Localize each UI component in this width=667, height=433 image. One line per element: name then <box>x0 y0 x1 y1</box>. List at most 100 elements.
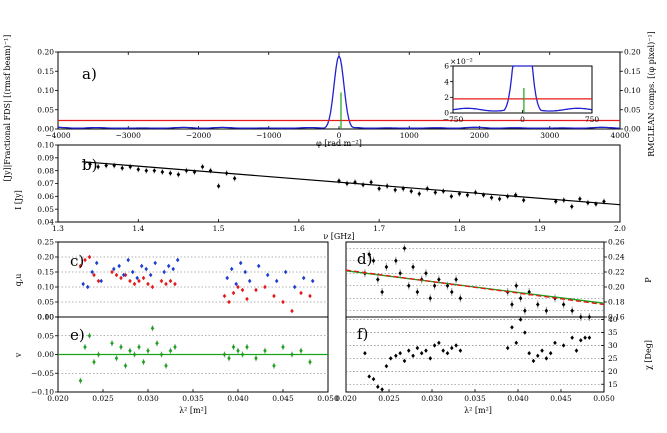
panel-b-ytick-label: 0.06 <box>37 192 54 201</box>
panel-f-ytick-label: 30 <box>608 341 618 350</box>
panel-f-ytick-label: 20 <box>608 367 618 376</box>
panel-b-point <box>96 164 100 170</box>
panel-c-q-point <box>299 290 303 296</box>
panel-b-xtick-label: 1.7 <box>373 224 385 233</box>
panel-d-frame <box>345 241 605 318</box>
panel-e-xtick-label: 0.050 <box>317 394 339 403</box>
panel-a-inset-ytick-label: 2 <box>444 93 449 102</box>
panel-b-xtick-label: 1.5 <box>213 224 225 233</box>
panel-d-point <box>570 308 574 313</box>
panel-a-right-ytick-label: 0.15 <box>624 67 641 76</box>
panel-b-point <box>553 199 558 204</box>
panel-f-point <box>561 343 566 348</box>
panel-b-xtick-label: 1.9 <box>534 224 546 233</box>
panel-c-u-point <box>274 278 279 284</box>
panel-c-q-point <box>137 278 141 284</box>
panel-f-point <box>445 351 450 356</box>
panel-a-inset-bg <box>453 66 592 113</box>
panel-a-ytick-label: 0.10 <box>37 86 54 95</box>
panel-d-point <box>518 296 523 301</box>
panel-f-point <box>437 340 441 346</box>
panel-c-q-point <box>119 275 123 281</box>
panel-c-u-point <box>234 281 238 287</box>
panel-e-point <box>83 344 87 350</box>
panel-d-point <box>437 277 441 282</box>
panel-c-q-point <box>78 263 83 269</box>
panel-d-point <box>578 314 583 320</box>
panel-e-point <box>281 344 285 350</box>
panel-c-u-point <box>148 272 153 278</box>
panel-a-inset-xtick-label: 750 <box>585 115 600 124</box>
panel-c-ytick-label: 0.25 <box>37 238 54 247</box>
panel-b-point <box>425 186 430 191</box>
panel-c-q-point <box>272 293 276 299</box>
panel-f-ytick-label: 15 <box>608 380 618 389</box>
panel-c-u-point <box>126 257 130 263</box>
panel-b-point <box>232 176 237 181</box>
panel-e-point <box>146 348 150 353</box>
panel-c-ytick-label: 0.05 <box>37 298 54 307</box>
panel-c-u-point <box>112 266 116 272</box>
panel-e-point <box>263 348 267 353</box>
panel-c-q-point <box>173 281 177 287</box>
panel-b-ytick-label: 0.10 <box>37 141 54 150</box>
panel-d-point <box>544 308 549 313</box>
panel-f-point <box>432 343 437 348</box>
panel-b-ylabel: I [Jy] <box>14 190 23 210</box>
panel-a-right-ytick-label: 0.10 <box>624 86 641 95</box>
panel-d-point <box>561 302 566 307</box>
panel-c-q-point <box>132 281 137 287</box>
panel-c-q-point <box>87 254 92 260</box>
panel-d-point <box>449 289 454 295</box>
panel-e-xtick-label: 0.040 <box>227 394 249 403</box>
panel-f-xtick-label: 0.035 <box>464 394 486 403</box>
panel-b-point <box>168 171 173 176</box>
panel-b-point <box>136 167 141 172</box>
panel-e-point <box>168 348 173 353</box>
panel-a-ytick-label: 0.05 <box>37 105 54 114</box>
panel-e-point <box>141 359 146 365</box>
panel-e-ytick-label: 0.05 <box>37 331 54 340</box>
panel-f-point <box>535 353 540 358</box>
panel-d-point <box>458 296 463 301</box>
panel-c-q-point <box>128 278 132 284</box>
panel-d-point <box>445 283 450 288</box>
panel-a-xtick-label: 1000 <box>400 131 419 140</box>
panel-f-point <box>449 345 454 351</box>
panel-c-u-point <box>90 269 94 275</box>
panel-b-point <box>144 168 149 173</box>
panel-e-point <box>236 348 240 353</box>
panel-c-q-point <box>222 293 227 299</box>
panel-a-xtick-label: 3000 <box>540 131 559 140</box>
panel-a-inset-fds-line <box>452 65 592 112</box>
panel-e-point <box>164 363 168 368</box>
panel-d-point <box>415 289 420 295</box>
panel-b-xtick-label: 1.6 <box>293 224 305 233</box>
panel-f-point <box>419 351 424 356</box>
panel-c-q-point <box>83 257 87 263</box>
panel-f-point <box>411 353 415 358</box>
panel-b-point <box>88 162 92 167</box>
panel-c-q-point <box>114 272 119 278</box>
panel-c-q-point <box>290 308 294 314</box>
panel-d-point <box>384 264 389 270</box>
panel-b-ytick-label: 0.08 <box>37 166 54 175</box>
panel-c-u-point <box>265 272 270 278</box>
panel-c-u-point <box>139 263 144 269</box>
panel-a-inset-ytick-label: 6 <box>444 62 449 71</box>
panel-b-point <box>152 168 157 173</box>
panel-d-label: d) <box>357 250 372 268</box>
panel-f-point <box>510 325 514 330</box>
panel-d-point <box>428 296 433 301</box>
panel-c-q-point <box>281 299 285 305</box>
panel-d-point <box>380 289 384 295</box>
panel-e-point <box>123 363 128 368</box>
panel-b-point <box>570 204 574 209</box>
panel-d-ytick-label: 0.18 <box>608 298 625 307</box>
panel-a-inset-xtick-label: −750 <box>443 115 464 124</box>
panel-b-xtick-label: 1.3 <box>52 224 64 233</box>
panel-a-xtick-label: 0 <box>337 131 342 140</box>
panel-e-point <box>272 363 276 368</box>
panel-c-u-point <box>130 269 135 275</box>
panel-f-point <box>441 348 445 353</box>
